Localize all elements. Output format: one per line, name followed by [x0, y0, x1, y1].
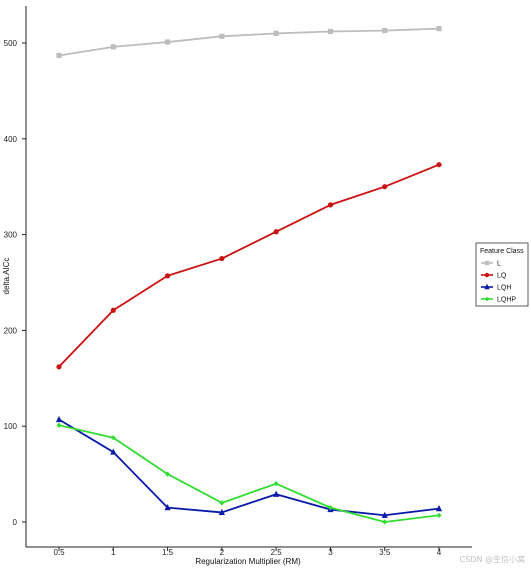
data-point-lq	[110, 307, 116, 313]
data-point-lqh	[435, 504, 443, 512]
legend-swatch-marker	[484, 283, 490, 290]
legend-swatch-marker	[484, 296, 490, 302]
series-lqhp	[56, 422, 442, 525]
series-lq	[56, 162, 442, 370]
data-point-lq	[382, 184, 388, 190]
y-tick-label: 200	[4, 326, 18, 335]
data-point-lqh	[273, 490, 280, 497]
x-tick-label: 2	[220, 548, 225, 557]
legend-swatch-marker	[484, 260, 490, 266]
series-layer	[55, 26, 443, 525]
x-tick-label: 2.5	[271, 548, 283, 557]
x-axis-title: Regularization Multiplier (RM)	[195, 557, 301, 566]
data-point-lqh	[164, 504, 171, 511]
data-point-lqhp	[219, 500, 225, 506]
data-point-lqhp	[164, 471, 171, 477]
legend-item: LQH	[481, 283, 511, 292]
series-lqh	[55, 415, 443, 518]
x-axis-ticks: 0.5 1 1.5 2 2.5 3 3.5 4	[53, 547, 442, 557]
legend-swatch-marker	[484, 272, 490, 278]
y-axis-ticks: 0 100 200 300 400 500	[4, 39, 26, 527]
legend-title: Feature Class	[480, 248, 524, 255]
y-tick-label: 400	[4, 135, 18, 144]
data-point-lq	[219, 255, 225, 262]
x-tick-label: 0.5	[53, 548, 65, 557]
watermark: CSDN @生信小窝	[459, 555, 525, 564]
data-point-l	[273, 30, 279, 37]
x-tick-label: 1.5	[162, 548, 174, 557]
series-line-lq	[58, 163, 440, 368]
data-point-l	[327, 28, 334, 35]
data-point-lq	[436, 162, 442, 168]
legend-label: LQHP	[497, 297, 516, 304]
data-point-lqhp	[273, 481, 279, 487]
data-point-lq	[164, 273, 171, 279]
legend-item: LQHP	[481, 297, 516, 304]
series-line-l	[58, 27, 440, 57]
y-tick-label: 500	[4, 39, 18, 48]
data-point-lqhp	[56, 422, 62, 428]
series-line-lqh	[58, 418, 440, 517]
data-point-l	[56, 52, 62, 59]
legend-label: LQH	[497, 285, 511, 292]
data-point-lqh	[381, 511, 388, 518]
x-tick-label: 1	[111, 548, 116, 557]
y-axis-title: delta.AICc	[2, 258, 11, 295]
legend: Feature Class L LQ LQH LQHP	[475, 242, 529, 307]
legend-item: L	[481, 261, 501, 268]
data-point-lqhp	[382, 519, 388, 525]
x-tick-label: 4	[437, 548, 442, 557]
x-tick-label: 3.5	[379, 548, 391, 557]
data-point-lq	[56, 364, 62, 370]
legend-label: L	[497, 261, 501, 268]
data-point-lqhp	[110, 435, 116, 441]
data-point-l	[164, 39, 171, 45]
data-point-lqh	[218, 508, 225, 516]
series-l	[56, 26, 442, 59]
legend-item: LQ	[481, 273, 507, 280]
legend-label: LQ	[497, 273, 507, 280]
data-point-lqhp	[327, 505, 334, 511]
legend-box	[475, 242, 529, 307]
y-tick-label: 100	[4, 422, 18, 431]
y-tick-label: 300	[4, 231, 18, 240]
data-point-l	[382, 27, 388, 34]
y-tick-label: 0	[13, 518, 18, 527]
legend-items: L LQ LQH LQHP	[481, 261, 516, 304]
x-tick-label: 3	[328, 548, 333, 557]
data-point-l	[219, 33, 225, 39]
data-point-lqh	[110, 448, 117, 455]
data-point-lq	[327, 202, 334, 208]
data-point-lq	[273, 229, 279, 235]
series-line-lqhp	[58, 424, 440, 523]
data-point-l	[436, 26, 442, 32]
data-point-lqh	[55, 415, 63, 423]
data-point-lqhp	[436, 512, 442, 518]
data-point-l	[110, 44, 116, 50]
